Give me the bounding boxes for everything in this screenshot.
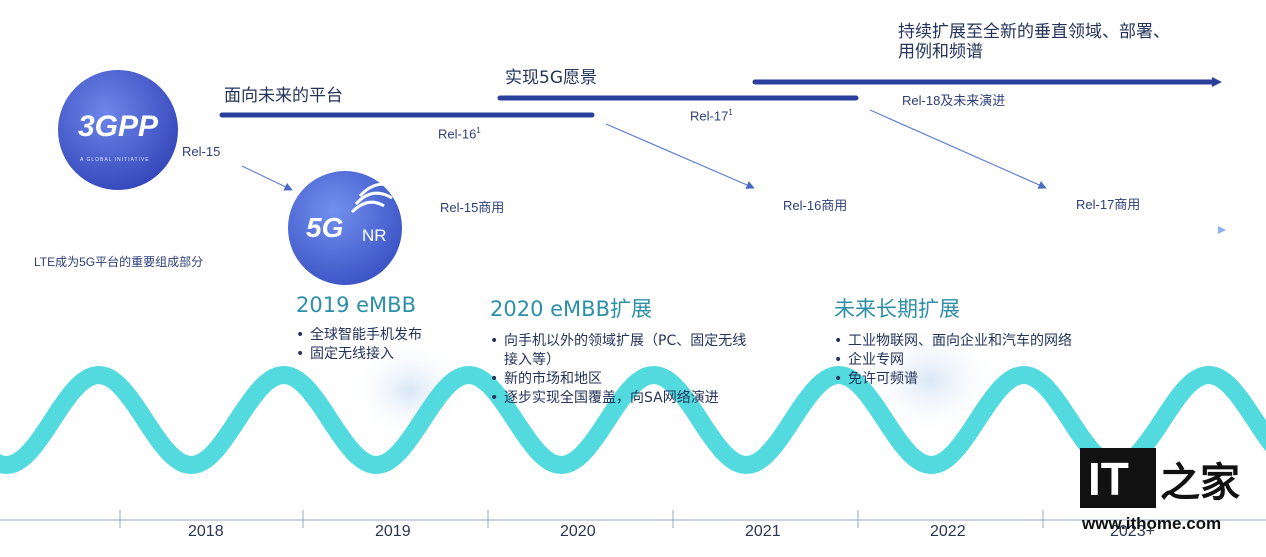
commercial-rel17: Rel-17商用: [1076, 197, 1141, 212]
year-label: 2019: [375, 523, 411, 540]
phase-vision: 实现5G愿景: [505, 68, 597, 88]
fiveg-logo-text: 5G: [306, 212, 344, 243]
signal-arc-1: [350, 200, 385, 214]
section-2020: 2020 eMBB扩展 向手机以外的领域扩展（PC、固定无线 接入等） 新的市场…: [490, 293, 746, 408]
bullet-item: 固定无线接入: [296, 345, 422, 364]
threegpp-logo-text: 3GPP: [78, 110, 159, 143]
release-rel17-sup: 1: [728, 108, 733, 117]
phase-expand-line1: 持续扩展至全新的垂直领域、部署、: [898, 22, 1170, 42]
commercial-rel15: Rel-15商用: [440, 200, 505, 215]
year-label: 2020: [560, 523, 596, 540]
section-2019: 2019 eMBB 全球智能手机发布 固定无线接入: [296, 293, 422, 364]
commercial-baseline-head: [1218, 226, 1226, 234]
bullet-item: 逐步实现全国覆盖，向SA网络演进: [490, 389, 746, 408]
bullet-item: 企业专网: [834, 351, 1072, 370]
bullet-item: 向手机以外的领域扩展（PC、固定无线: [490, 332, 746, 351]
release-rel15: Rel-15: [182, 144, 221, 159]
watermark-url: www.ithome.com: [1082, 514, 1222, 533]
release-rel17: Rel-171: [690, 108, 733, 123]
phase-expand: 持续扩展至全新的垂直领域、部署、 用例和频谱: [898, 22, 1170, 62]
section-title: 2020 eMBB扩展: [490, 297, 652, 321]
release-rel16-sup: 1: [476, 126, 481, 135]
glow-1: [350, 340, 470, 440]
year-label: 2018: [188, 523, 224, 540]
commercial-rel16: Rel-16商用: [783, 198, 848, 213]
arrow-rel15: [241, 165, 293, 191]
fiveg-logo-circle: [288, 171, 402, 285]
threegpp-tagline: A GLOBAL INITIATIVE: [80, 157, 150, 163]
release-rel16: Rel-161: [438, 126, 481, 141]
arrow-rel17: [869, 109, 1047, 189]
bullet-item: 免许可频谱: [834, 370, 1072, 389]
phase-platform: 面向未来的平台: [224, 86, 343, 106]
watermark-cn: 之家: [1160, 459, 1240, 506]
release-rel18: Rel-18及未来演进: [902, 93, 1006, 108]
signal-arc-3: [358, 182, 401, 198]
bullet-item: 接入等）: [504, 352, 560, 368]
section-bullets: 全球智能手机发布 固定无线接入: [296, 326, 422, 364]
release-rel16-text: Rel-16: [438, 126, 477, 142]
nr-logo-text: NR: [362, 226, 387, 245]
bar-expand-head: [1212, 77, 1222, 87]
phase-expand-line2: 用例和频谱: [898, 42, 983, 62]
signal-arc-2: [354, 191, 393, 206]
bullet-item: 全球智能手机发布: [296, 326, 422, 345]
section-bullets: 工业物联网、面向企业和汽车的网络 企业专网 免许可频谱: [834, 332, 1072, 389]
section-bullets: 向手机以外的领域扩展（PC、固定无线 接入等） 新的市场和地区 逐步实现全国覆盖…: [490, 332, 746, 408]
year-label: 2023+: [1110, 523, 1155, 540]
release-rel17-text: Rel-17: [690, 108, 729, 124]
watermark-logo: IT: [1080, 448, 1156, 508]
bullet-item: 工业物联网、面向企业和汽车的网络: [834, 332, 1072, 351]
threegpp-logo-circle: [58, 70, 178, 190]
year-ticks: [119, 510, 1044, 528]
section-title: 2019 eMBB: [296, 293, 416, 317]
bullet-item: 新的市场和地区: [490, 370, 746, 389]
arrow-rel16: [605, 123, 755, 189]
section-future: 未来长期扩展 工业物联网、面向企业和汽车的网络 企业专网 免许可频谱: [834, 293, 1072, 389]
year-label: 2022: [930, 523, 966, 540]
watermark-it: IT: [1088, 453, 1129, 505]
year-label: 2021: [745, 523, 781, 540]
section-title: 未来长期扩展: [834, 297, 960, 321]
lte-note: LTE成为5G平台的重要组成部分: [34, 255, 204, 269]
